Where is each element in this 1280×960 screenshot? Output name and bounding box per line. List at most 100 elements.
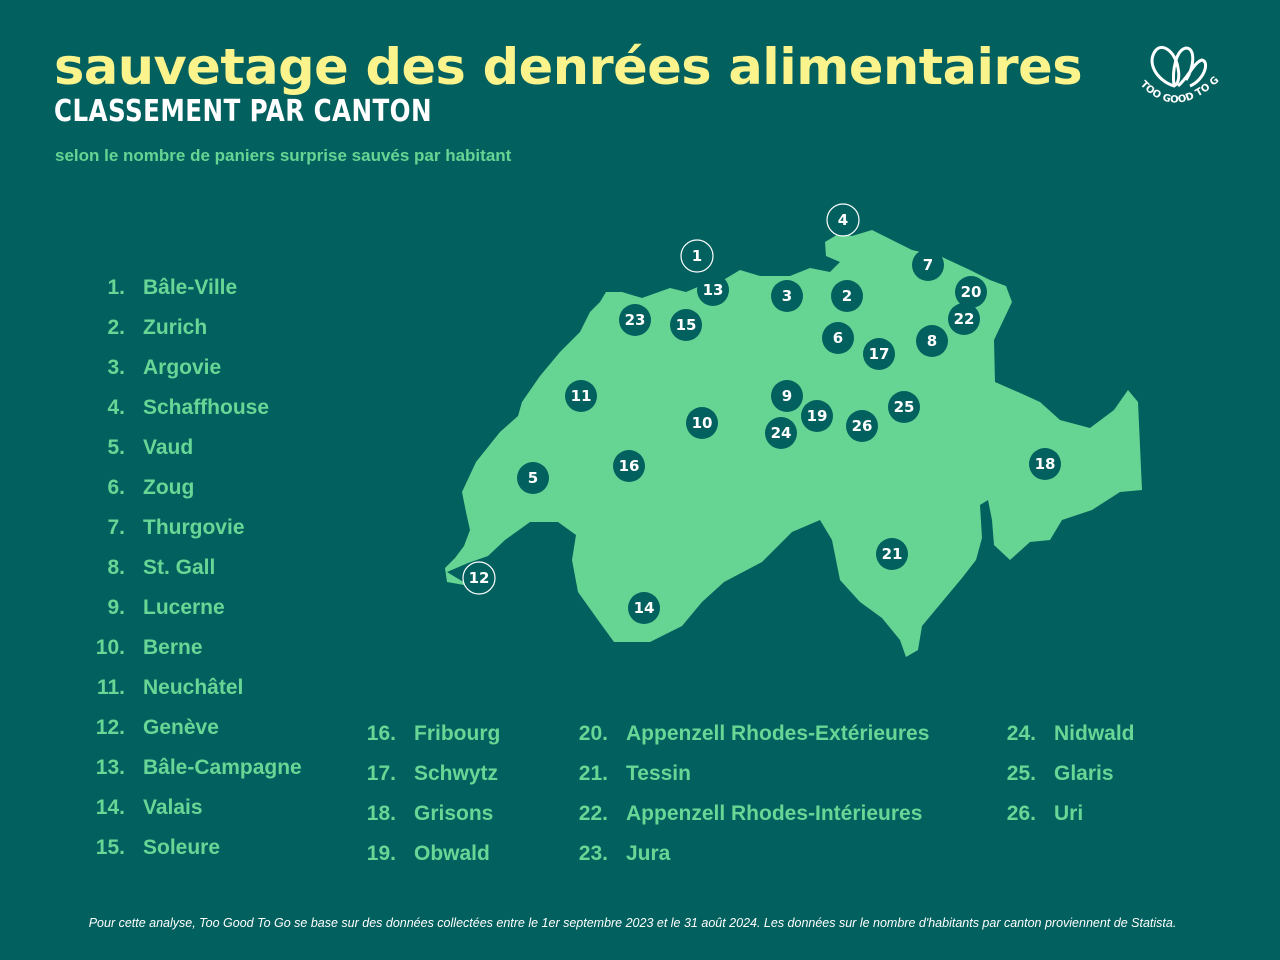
ranking-item: 25. Glaris [1007, 761, 1114, 787]
ranking-item: 10. Berne [96, 635, 203, 661]
rank-number: 2. [107, 316, 125, 339]
canton-marker: 6 [822, 322, 854, 354]
canton-marker: 5 [517, 462, 549, 494]
ranking-item: 12. Genève [96, 715, 219, 741]
ranking-item: 1. Bâle-Ville [107, 275, 237, 301]
marker-label: 13 [703, 281, 724, 299]
marker-circle [462, 561, 496, 595]
rank-number: 25. [1006, 762, 1036, 785]
marker-label: 8 [927, 332, 937, 350]
canton-name: Uri [1054, 802, 1084, 825]
marker-label: 9 [782, 387, 792, 405]
ranking-item: 26. Uri [1007, 801, 1084, 827]
canton-marker: 17 [863, 338, 895, 370]
marker-circle [948, 303, 980, 335]
canton-marker: 14 [628, 592, 660, 624]
canton-marker: 20 [955, 276, 987, 308]
rank-number: 12. [95, 716, 125, 739]
rank-number: 10. [95, 636, 125, 659]
marker-circle [916, 325, 948, 357]
canton-name: Obwald [414, 842, 490, 865]
canton-name: Zurich [143, 316, 208, 339]
canton-name: Zoug [143, 476, 195, 499]
switzerland-outline [445, 230, 1142, 657]
too-good-to-go-logo: TOO GOOD TO GO [1128, 40, 1221, 106]
marker-circle [771, 280, 803, 312]
ranking-item: 20. Appenzell Rhodes-Extérieures [579, 721, 930, 747]
ranking-item: 19. Obwald [367, 841, 490, 867]
canton-name: Berne [143, 636, 203, 659]
canton-marker: 21 [876, 538, 908, 570]
ranking-item: 14. Valais [96, 795, 203, 821]
canton-marker: 16 [613, 450, 645, 482]
canton-marker: 25 [888, 391, 920, 423]
canton-name: Appenzell Rhodes-Intérieures [626, 802, 923, 825]
marker-label: 4 [838, 211, 848, 229]
marker-circle [822, 322, 854, 354]
marker-circle [619, 304, 651, 336]
tagline: selon le nombre de paniers surprise sauv… [55, 146, 512, 165]
marker-circle [765, 417, 797, 449]
rank-number: 19. [366, 842, 396, 865]
canton-name: Tessin [626, 762, 691, 785]
marker-circle [826, 203, 860, 237]
marker-label: 25 [894, 398, 915, 416]
rank-number: 16. [366, 722, 396, 745]
canton-marker: 2 [831, 280, 863, 312]
marker-circle [686, 407, 718, 439]
ranking-item: 13. Bâle-Campagne [96, 755, 302, 781]
marker-label: 22 [954, 310, 975, 328]
marker-label: 10 [692, 414, 713, 432]
marker-circle [801, 400, 833, 432]
ranking-item: 18. Grisons [367, 801, 494, 827]
canton-marker: 7 [912, 249, 944, 281]
canton-marker: 19 [801, 400, 833, 432]
canton-marker: 24 [765, 417, 797, 449]
marker-label: 12 [469, 569, 490, 587]
marker-label: 15 [676, 316, 697, 334]
rank-number: 15. [95, 836, 125, 859]
page-title: sauvetage des denrées alimentaires [54, 38, 1083, 96]
marker-label: 6 [833, 329, 843, 347]
marker-label: 26 [852, 417, 873, 435]
marker-label: 16 [619, 457, 640, 475]
marker-label: 18 [1035, 455, 1056, 473]
canton-name: St. Gall [143, 556, 216, 579]
rank-number: 14. [95, 796, 125, 819]
canton-marker: 15 [670, 309, 702, 341]
rank-number: 20. [578, 722, 608, 745]
rank-number: 24. [1006, 722, 1036, 745]
marker-label: 17 [869, 345, 890, 363]
ranking-item: 22. Appenzell Rhodes-Intérieures [579, 801, 923, 827]
canton-marker: 13 [697, 274, 729, 306]
rank-number: 22. [578, 802, 608, 825]
rank-number: 21. [578, 762, 608, 785]
rank-number: 11. [96, 676, 125, 699]
canton-name: Schaffhouse [143, 396, 270, 419]
marker-label: 14 [634, 599, 655, 617]
ranking-item: 16. Fribourg [367, 721, 501, 747]
canton-name: Fribourg [414, 722, 501, 745]
canton-marker: 3 [771, 280, 803, 312]
ranking-item: 4. Schaffhouse [107, 395, 270, 421]
canton-marker: 26 [846, 410, 878, 442]
marker-label: 24 [771, 424, 792, 442]
canton-name: Genève [143, 716, 219, 739]
marker-label: 3 [782, 287, 792, 305]
canton-name: Glaris [1054, 762, 1114, 785]
canton-marker: 4 [826, 203, 860, 237]
rank-number: 5. [107, 436, 125, 459]
canton-name: Jura [626, 842, 671, 865]
canton-marker: 1 [680, 239, 714, 273]
canton-name: Nidwald [1054, 722, 1135, 745]
ranking-item: 17. Schwytz [367, 761, 498, 787]
ranking-item: 5. Vaud [107, 435, 194, 461]
marker-circle [517, 462, 549, 494]
canton-name: Vaud [143, 436, 194, 459]
marker-circle [670, 309, 702, 341]
marker-circle [771, 380, 803, 412]
ranking-item: 3. Argovie [107, 355, 221, 381]
canton-name: Grisons [414, 802, 494, 825]
canton-marker: 9 [771, 380, 803, 412]
